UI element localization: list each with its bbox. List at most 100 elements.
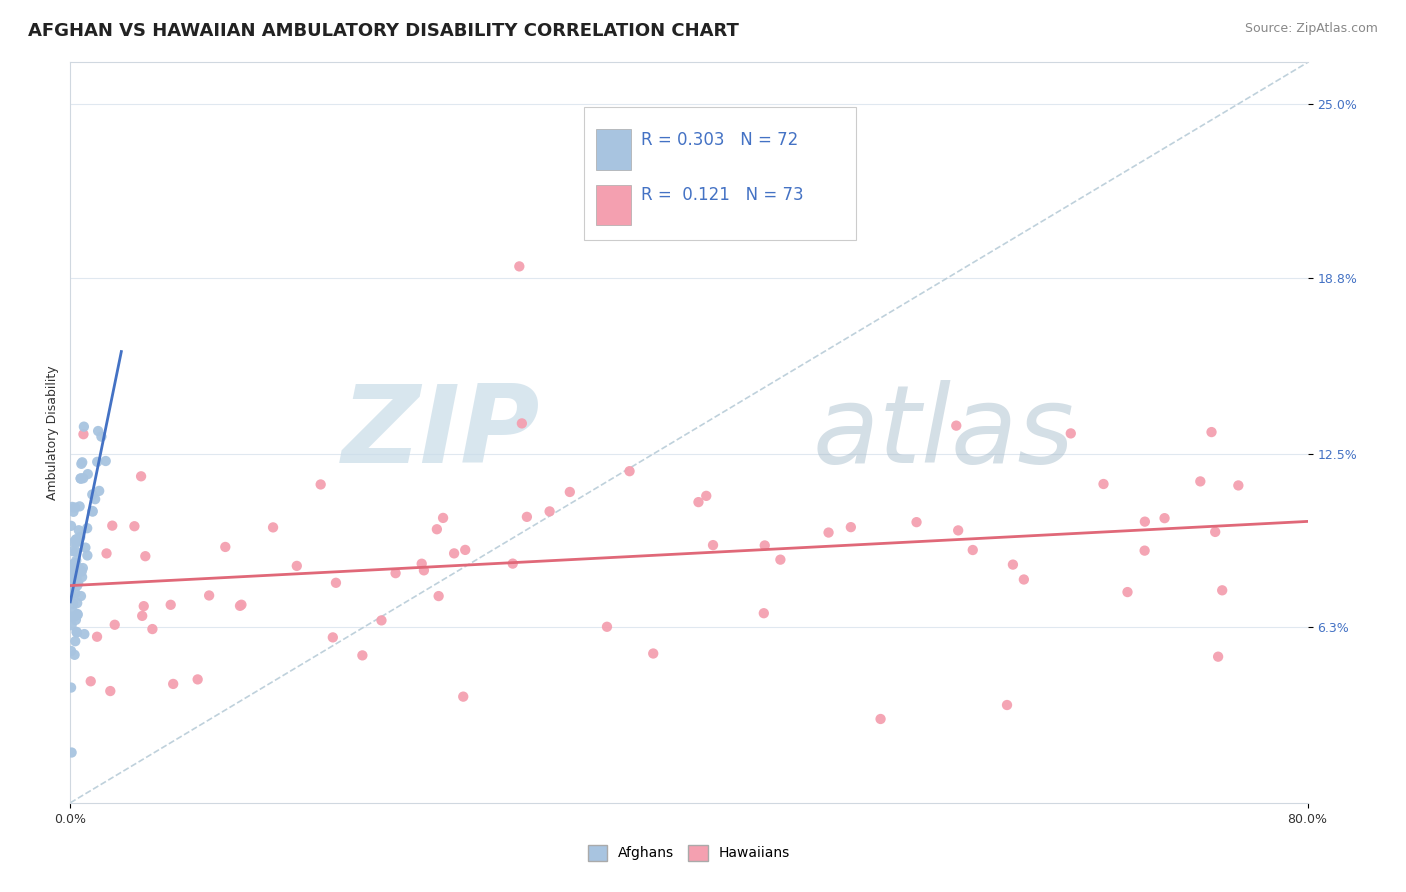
Point (426, 522, 449, 536)
Y-axis label: Ambulatory Disability: Ambulatory Disability (46, 366, 59, 500)
Point (73, 627, 96, 641)
Point (70, 589, 93, 603)
Point (1204, 524, 1226, 539)
Point (72, 427, 94, 442)
Point (322, 631, 344, 645)
Point (995, 698, 1018, 712)
Point (451, 690, 474, 704)
Point (70, 455, 93, 469)
Point (62, 558, 84, 572)
Point (124, 519, 146, 533)
Point (87, 424, 110, 438)
Point (76, 521, 98, 535)
Point (66, 607, 89, 621)
Point (702, 538, 724, 552)
Point (62, 605, 84, 619)
Text: Source: ZipAtlas.com: Source: ZipAtlas.com (1244, 22, 1378, 36)
Point (66, 607, 89, 622)
Point (86, 455, 108, 469)
Point (67, 561, 90, 575)
Point (69, 500, 91, 514)
Point (62, 505, 84, 519)
Point (309, 477, 332, 491)
Point (62, 544, 84, 558)
Point (159, 598, 181, 612)
Point (945, 418, 967, 433)
Point (1189, 475, 1212, 489)
Point (214, 540, 236, 554)
Point (82, 504, 104, 518)
Point (60, 618, 83, 632)
Point (62, 567, 84, 582)
Point (65, 544, 87, 558)
Point (1206, 649, 1229, 664)
Point (131, 608, 153, 623)
Point (65, 500, 87, 515)
Point (688, 495, 710, 509)
Point (65, 634, 87, 648)
Point (63, 575, 86, 590)
Point (65, 613, 87, 627)
Point (129, 469, 152, 483)
Point (72, 471, 94, 485)
Point (63, 648, 86, 662)
Point (80, 674, 103, 689)
Point (752, 606, 775, 620)
Point (962, 543, 984, 558)
Point (1001, 558, 1024, 572)
Point (62, 535, 84, 549)
Point (66, 579, 89, 593)
Point (1060, 426, 1083, 441)
Point (67, 523, 90, 537)
Point (384, 566, 406, 581)
Point (769, 552, 792, 566)
Point (596, 620, 619, 634)
Point (60, 609, 83, 624)
Point (63, 609, 86, 624)
Legend: Afghans, Hawaiians: Afghans, Hawaiians (582, 839, 796, 866)
Point (695, 489, 717, 503)
Point (141, 622, 163, 636)
Point (502, 557, 524, 571)
Point (443, 546, 465, 560)
Point (72, 561, 94, 575)
Point (73, 419, 96, 434)
Point (65, 571, 87, 585)
FancyBboxPatch shape (583, 107, 856, 240)
Point (1133, 543, 1156, 558)
Text: ZIP: ZIP (342, 380, 540, 485)
Point (1116, 585, 1139, 599)
Point (65, 553, 87, 567)
Point (1133, 515, 1156, 529)
Point (66, 624, 89, 639)
Text: R = 0.303   N = 72: R = 0.303 N = 72 (641, 130, 799, 149)
Point (70, 570, 93, 584)
Point (82, 505, 104, 519)
Point (65, 533, 87, 547)
Point (75, 541, 97, 555)
Point (558, 485, 581, 500)
Point (82, 487, 104, 501)
Point (454, 542, 477, 557)
Point (86, 630, 108, 644)
Point (198, 589, 221, 603)
Point (60, 500, 83, 514)
Point (817, 525, 839, 540)
Point (98, 684, 121, 698)
Point (65, 575, 87, 590)
Point (90, 429, 112, 443)
Point (869, 712, 891, 726)
FancyBboxPatch shape (596, 185, 631, 226)
Point (1227, 478, 1250, 492)
Point (229, 599, 252, 613)
Point (643, 647, 665, 661)
FancyBboxPatch shape (596, 129, 631, 169)
Point (66, 625, 89, 640)
Point (60, 644, 83, 658)
Point (427, 589, 450, 603)
Point (60, 746, 83, 760)
Point (89, 483, 111, 498)
Point (65, 586, 87, 600)
Point (76, 549, 98, 563)
Point (76, 467, 98, 482)
